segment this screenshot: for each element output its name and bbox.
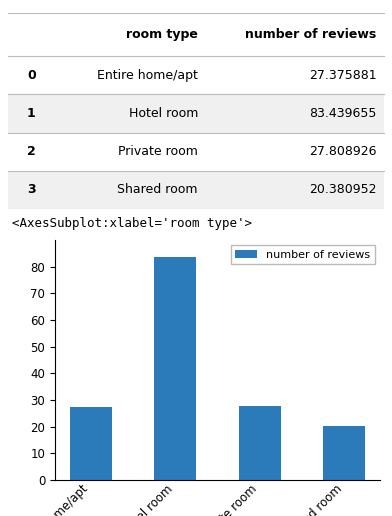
Bar [8, 171, 384, 209]
Text: 2: 2 [27, 145, 36, 158]
Text: 20.380952: 20.380952 [309, 183, 376, 197]
Bar [154, 257, 196, 480]
Text: Private room: Private room [118, 145, 198, 158]
Bar [8, 133, 384, 171]
Text: 27.808926: 27.808926 [309, 145, 376, 158]
Text: Entire home/apt: Entire home/apt [97, 69, 198, 82]
Bar [8, 94, 384, 133]
Bar [70, 407, 112, 480]
Bar [8, 56, 384, 94]
Text: 0: 0 [27, 69, 36, 82]
Text: 27.375881: 27.375881 [309, 69, 376, 82]
Text: <AxesSubplot:xlabel='room type'>: <AxesSubplot:xlabel='room type'> [12, 217, 252, 230]
Bar [323, 426, 365, 480]
Bar [239, 406, 281, 480]
Text: Hotel room: Hotel room [129, 107, 198, 120]
Text: 3: 3 [27, 183, 36, 197]
Text: number of reviews: number of reviews [245, 28, 376, 41]
Text: 1: 1 [27, 107, 36, 120]
Text: 83.439655: 83.439655 [309, 107, 376, 120]
Legend: number of reviews: number of reviews [230, 246, 375, 264]
Text: room type: room type [126, 28, 198, 41]
Text: Shared room: Shared room [118, 183, 198, 197]
